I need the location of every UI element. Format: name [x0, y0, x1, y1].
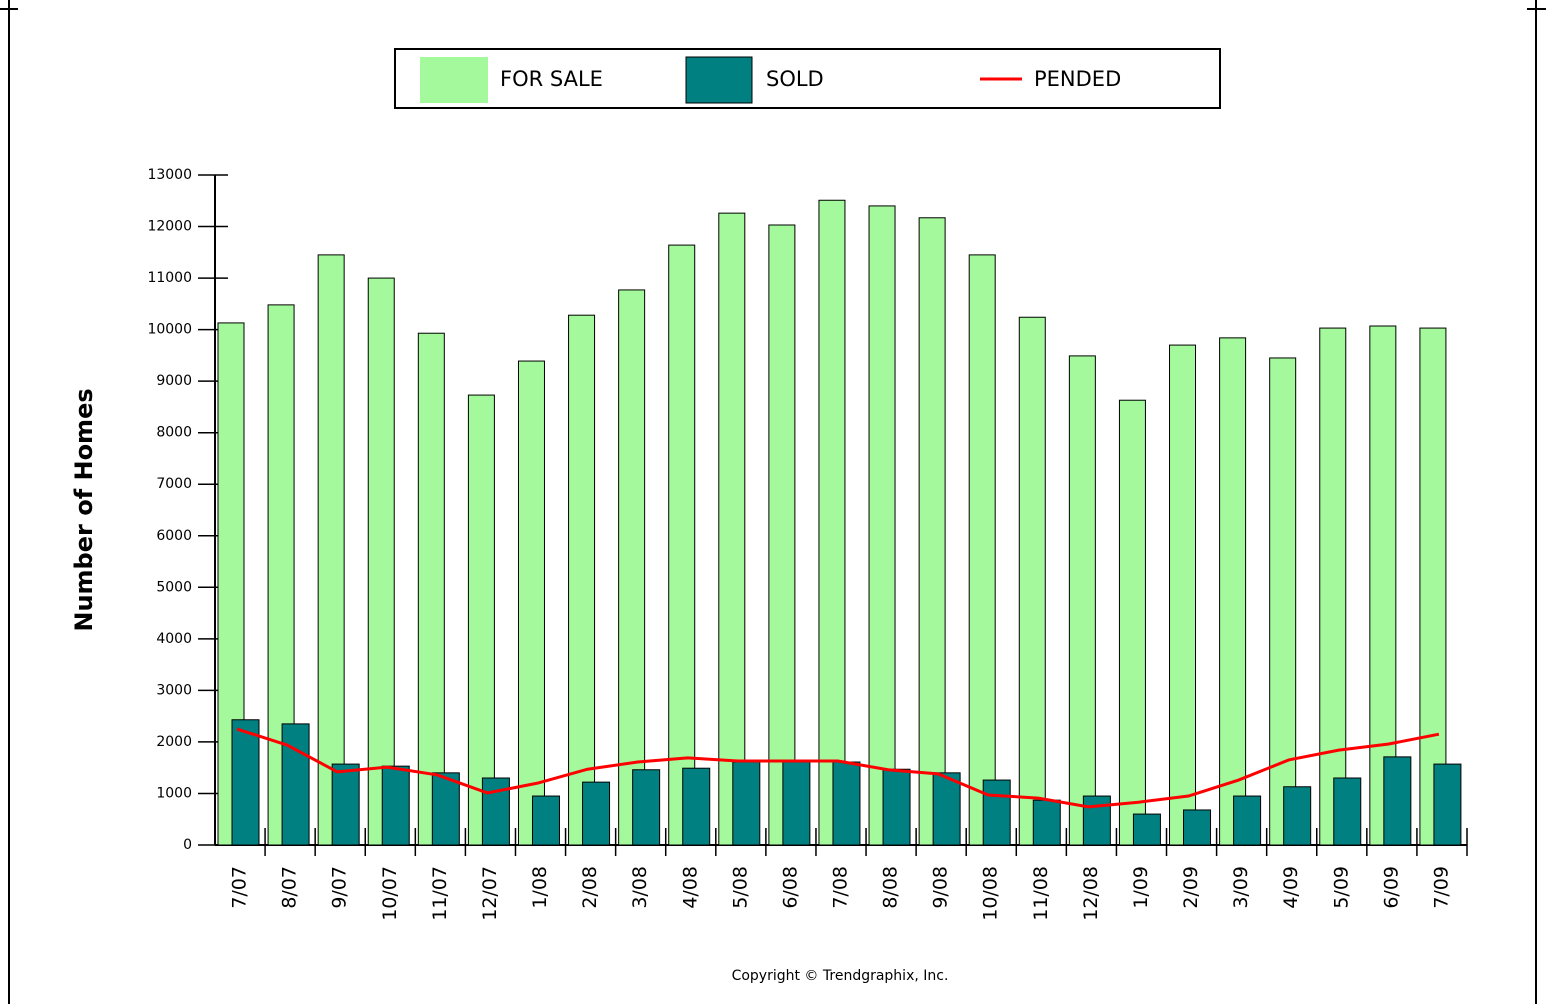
copyright: Copyright © Trendgraphix, Inc. — [732, 968, 949, 984]
x-tick-label: 2/08 — [579, 866, 601, 909]
y-tick-label: 1000 — [156, 785, 192, 801]
x-tick-label: 8/07 — [279, 866, 301, 909]
x-tick-label: 9/08 — [930, 866, 952, 909]
y-tick-label: 5000 — [156, 579, 192, 595]
bar — [1233, 795, 1262, 846]
bar — [582, 781, 611, 846]
bar — [932, 772, 961, 846]
bar — [882, 768, 911, 846]
x-tick-label: 12/07 — [479, 866, 501, 921]
bar — [982, 779, 1011, 846]
x-tick-label: 10/07 — [379, 866, 401, 921]
x-tick-label: 11/08 — [1030, 866, 1052, 921]
bar — [1333, 777, 1362, 846]
x-tick-label: 4/09 — [1280, 866, 1302, 909]
y-tick-label: 2000 — [156, 734, 192, 750]
x-tick-label: 3/09 — [1230, 866, 1252, 909]
y-tick-label: 0 — [183, 837, 192, 853]
bar — [768, 224, 796, 846]
bar — [732, 761, 761, 846]
x-tick-label: 7/08 — [830, 866, 852, 909]
y-tick-label: 9000 — [156, 373, 192, 389]
x-tick-label: 2/09 — [1180, 866, 1202, 909]
legend-label: FOR SALE — [500, 67, 603, 91]
x-tick-label: 12/08 — [1080, 866, 1102, 921]
bar — [1269, 357, 1297, 846]
bar — [467, 394, 495, 846]
y-tick-label: 8000 — [156, 425, 192, 441]
bar — [1433, 763, 1462, 846]
x-tick-label: 5/08 — [729, 866, 751, 909]
bar — [517, 360, 545, 846]
bar — [918, 217, 946, 846]
bar — [1018, 316, 1046, 846]
x-tick-label: 1/08 — [529, 866, 551, 909]
bar — [618, 289, 646, 846]
bar — [818, 199, 846, 846]
bar — [1419, 327, 1447, 846]
y-tick-label: 12000 — [147, 219, 192, 235]
x-tick-label: 4/08 — [679, 866, 701, 909]
bar — [531, 795, 560, 846]
bar — [682, 767, 711, 846]
bar — [381, 765, 410, 846]
legend-swatch — [420, 57, 488, 103]
y-tick-label: 13000 — [147, 167, 192, 183]
x-tick-label: 7/07 — [229, 866, 251, 909]
bar — [1183, 809, 1212, 846]
y-tick-label: 11000 — [147, 270, 192, 286]
bar — [1032, 799, 1061, 846]
bar — [782, 761, 811, 846]
x-tick-label: 5/09 — [1330, 866, 1352, 909]
bar — [1169, 344, 1197, 846]
bar — [718, 212, 746, 846]
legend-label: SOLD — [766, 67, 824, 91]
bar — [231, 719, 260, 846]
bar — [1082, 795, 1111, 846]
bar — [868, 205, 896, 846]
bar — [1319, 327, 1347, 846]
bar — [568, 314, 596, 846]
x-tick-label: 11/07 — [429, 866, 451, 921]
x-tick-label: 10/08 — [980, 866, 1002, 921]
x-tick-label: 1/09 — [1130, 866, 1152, 909]
bar — [1219, 337, 1247, 846]
x-tick-label: 9/07 — [329, 866, 351, 909]
legend-label: PENDED — [1034, 67, 1121, 91]
line — [236, 727, 1440, 809]
bar — [1068, 355, 1096, 846]
x-tick-label: 3/08 — [629, 866, 651, 909]
bar — [281, 723, 310, 846]
legend-swatch — [685, 56, 753, 104]
bar — [1283, 786, 1312, 846]
bar — [1383, 756, 1412, 846]
bar — [417, 332, 445, 846]
bar — [331, 763, 360, 846]
y-tick-label: 6000 — [156, 528, 192, 544]
y-tick-label: 10000 — [147, 322, 192, 338]
x-tick-label: 6/09 — [1380, 866, 1402, 909]
bar — [632, 769, 661, 846]
y-axis-title: Number of Homes — [70, 388, 98, 631]
x-tick-label: 8/08 — [880, 866, 902, 909]
bar — [367, 277, 395, 846]
bar — [431, 772, 460, 846]
bar — [1132, 813, 1161, 846]
bar — [668, 244, 696, 846]
legend-box — [394, 48, 1221, 109]
y-tick-label: 7000 — [156, 476, 192, 492]
bar — [832, 761, 861, 846]
bar — [1118, 399, 1146, 846]
bar — [968, 254, 996, 846]
x-tick-label: 6/08 — [779, 866, 801, 909]
x-tick-label: 7/09 — [1430, 866, 1452, 909]
y-tick-label: 4000 — [156, 631, 192, 647]
bar — [317, 254, 345, 846]
y-tick-label: 3000 — [156, 682, 192, 698]
